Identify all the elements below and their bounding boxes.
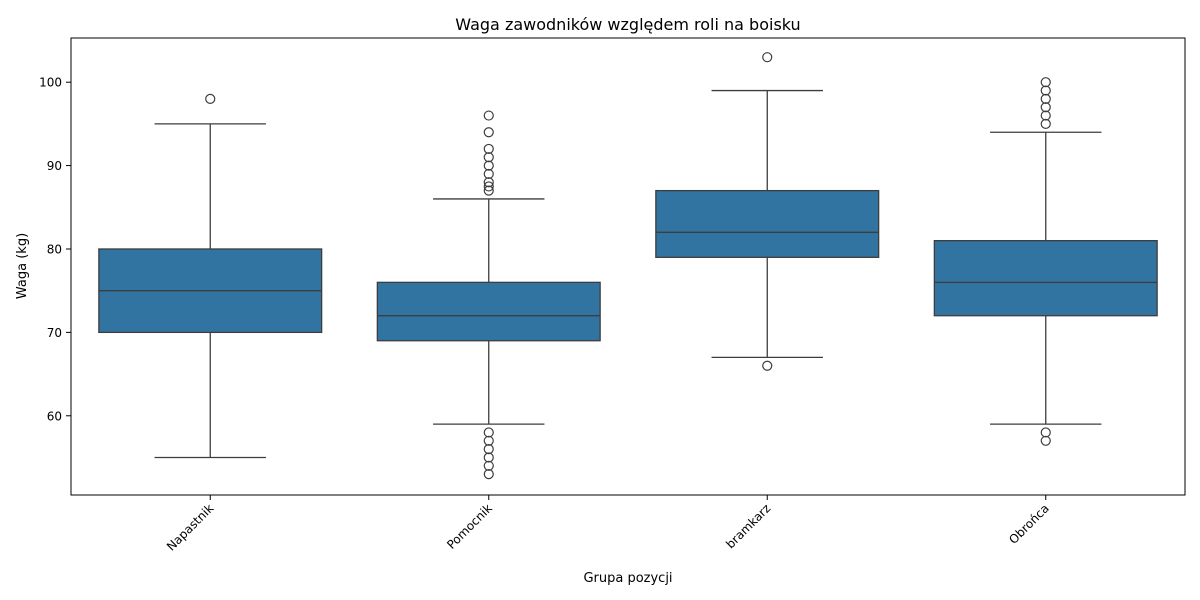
x-axis: Napastnik Pomocnik bramkarz Obrońca (164, 495, 1052, 554)
plot-area (98, 52, 1158, 480)
y-tick-label: 90 (47, 159, 62, 173)
plot-frame (70, 37, 1186, 496)
x-axis-label: Grupa pozycji (583, 571, 672, 586)
outlier-point (483, 160, 494, 171)
x-tick-label: Obrońca (1006, 501, 1052, 547)
outlier-point (1040, 435, 1051, 446)
outlier-point (483, 460, 494, 471)
iqr-box (376, 281, 601, 342)
outlier-point (205, 93, 216, 104)
outlier-point (483, 427, 494, 438)
box-group-1 (376, 110, 601, 480)
iqr-box (655, 189, 880, 258)
y-axis: 60 70 80 90 100 (39, 76, 71, 423)
y-axis-label: Waga (kg) (15, 233, 30, 299)
outlier-point (1040, 427, 1051, 438)
y-tick-label: 80 (47, 242, 62, 256)
x-tick-label: Napastnik (164, 501, 216, 553)
outlier-point (483, 181, 494, 192)
outlier-point (483, 444, 494, 455)
outlier-point (1040, 93, 1051, 104)
y-tick-label: 60 (47, 409, 62, 423)
outlier-point (483, 469, 494, 480)
outlier-point (1040, 77, 1051, 88)
outlier-point (1040, 85, 1051, 96)
outlier-point (483, 168, 494, 180)
outlier-point (483, 177, 494, 188)
outlier-point (483, 110, 494, 121)
outlier-point (483, 435, 494, 446)
y-tick-label: 70 (47, 326, 62, 340)
outlier-point (762, 52, 773, 63)
outlier-point (483, 143, 494, 155)
y-tick-label: 100 (39, 76, 62, 90)
outlier-point (483, 185, 494, 196)
box-group-0 (98, 93, 323, 459)
x-tick-label: Pomocnik (444, 501, 495, 552)
outlier-point (1040, 118, 1051, 129)
iqr-box (933, 239, 1158, 317)
box-group-2 (655, 52, 880, 371)
box-group-3 (933, 77, 1158, 446)
x-tick-label: bramkarz (723, 501, 773, 551)
outlier-point (762, 360, 773, 371)
outlier-point (483, 152, 494, 163)
chart-title: Waga zawodników względem roli na boisku (455, 15, 800, 34)
outlier-point (1040, 102, 1051, 113)
outlier-point (483, 452, 494, 463)
outlier-point (483, 127, 494, 138)
outlier-point (1040, 110, 1051, 121)
